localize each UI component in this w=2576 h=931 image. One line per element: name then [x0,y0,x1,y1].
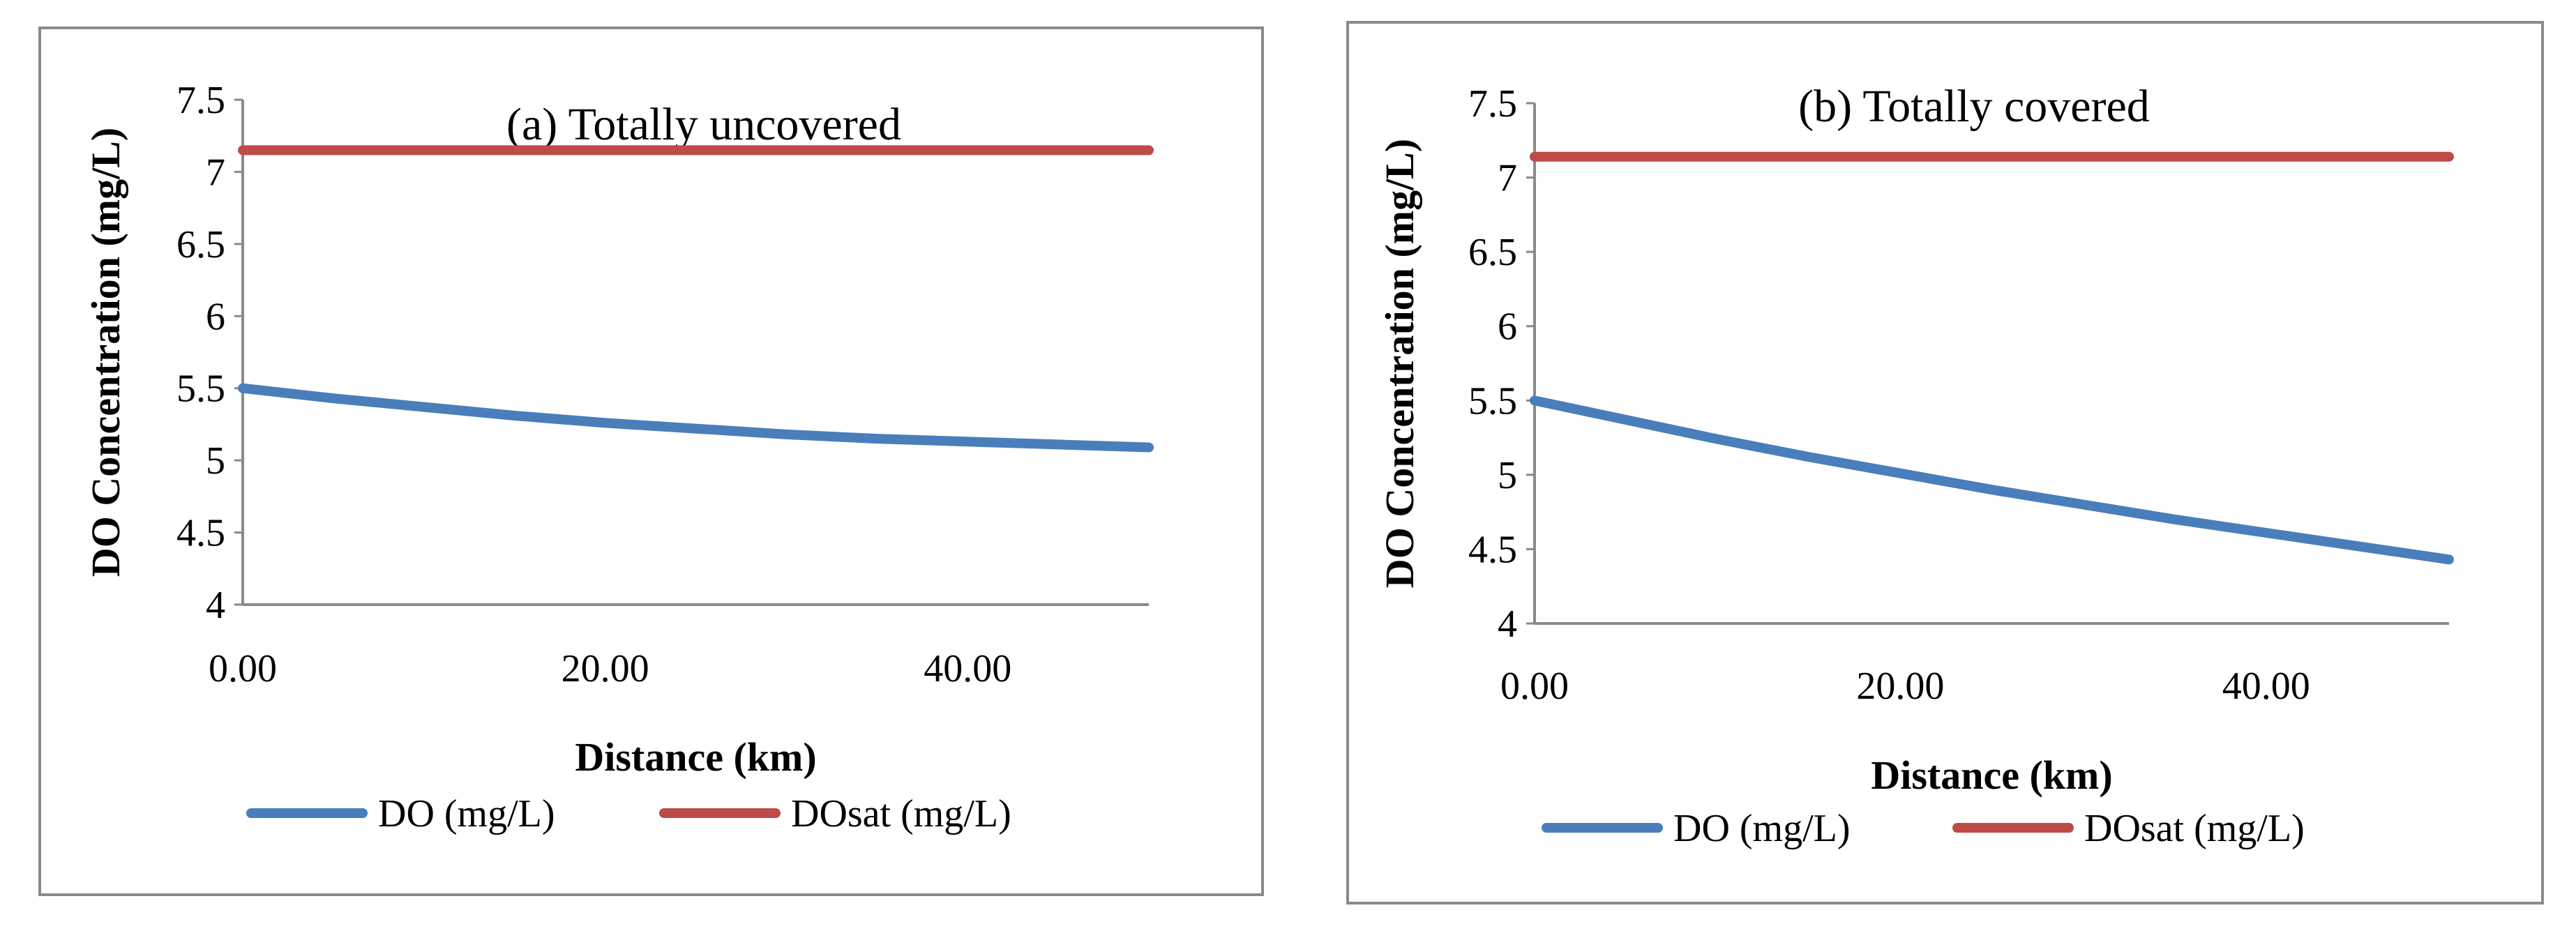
chart-title: (a) Totally uncovered [506,99,901,150]
x-tick-label: 20.00 [1856,665,1944,708]
x-tick-label: 40.00 [2222,665,2310,708]
chart-panel-a: (a) Totally uncovered 4 4.5 5 5.5 6 6.5 7 7.5 0.0… [38,27,1264,896]
x-tick-label: 40.00 [924,647,1011,690]
y-axis-title: DO Concentration (mg/L) [83,128,128,577]
legend-dosat-label: DOsat (mg/L) [2084,807,2305,850]
y-tick-label: 7 [206,151,225,194]
y-tick-label: 6 [1498,305,1517,349]
y-tick-label: 7.5 [176,79,225,122]
chart-b-svg: (b) Totally covered 4 4.5 5 5.5 6 6.5 7 7.5 0.00 2… [1377,81,2454,850]
y-tick-label: 5.5 [176,368,225,411]
y-tick-label: 7 [1498,157,1517,200]
x-tick-label: 20.00 [562,647,649,690]
y-tick-label: 7.5 [1468,82,1517,126]
y-tick-label: 4 [206,584,225,627]
legend-do-label: DO (mg/L) [378,792,555,835]
y-tick-label: 5.5 [1468,379,1517,423]
series-do-line [1530,395,2454,565]
chart-a-svg: (a) Totally uncovered 4 4.5 5 5.5 6 6.5 7 7.5 0.0… [83,79,1154,835]
x-tick-label: 0.00 [209,647,277,690]
y-tick-label: 5 [206,439,225,483]
y-tick-label: 6.5 [176,223,225,266]
y-axis-title: DO Concentration (mg/L) [1377,139,1422,588]
chart-title: (b) Totally covered [1798,81,2150,132]
y-tick-label: 6.5 [1468,231,1517,274]
x-axis-title: Distance (km) [1871,752,2112,798]
y-tick-label: 6 [206,295,225,338]
legend-dosat-label: DOsat (mg/L) [791,792,1011,835]
legend-do-label: DO (mg/L) [1673,807,1851,850]
y-tick-label: 4.5 [1468,528,1517,571]
y-tick-label: 4.5 [176,512,225,555]
x-tick-label: 0.00 [1500,665,1569,708]
chart-panel-b: (b) Totally covered 4 4.5 5 5.5 6 6.5 7 7.5 0.00 2… [1346,21,2544,904]
series-do-line [238,383,1154,453]
y-tick-label: 5 [1498,454,1517,497]
y-tick-label: 4 [1498,603,1517,646]
x-axis-title: Distance (km) [575,734,816,780]
